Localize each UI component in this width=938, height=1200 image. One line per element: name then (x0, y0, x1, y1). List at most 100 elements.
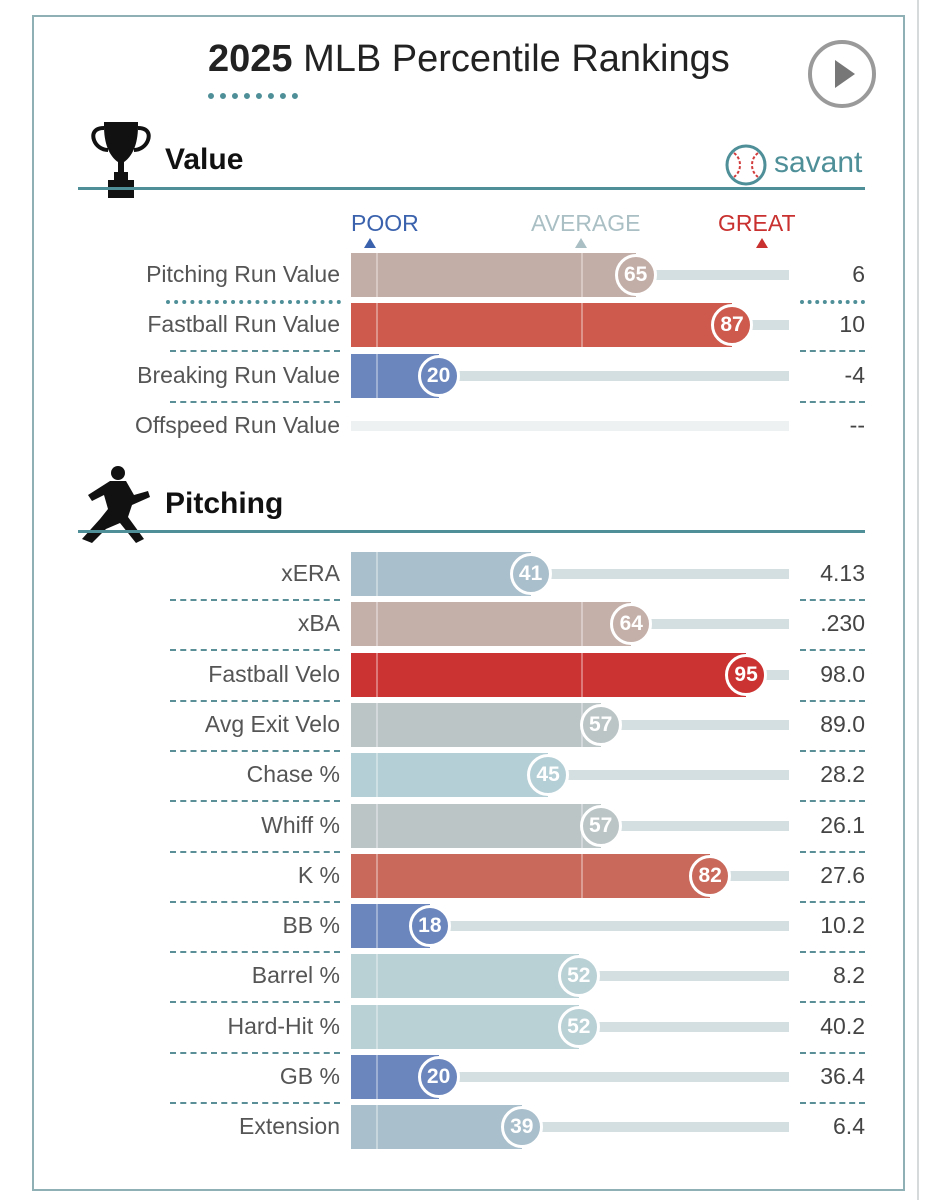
row-separator-right-breaking-run-value (800, 400, 865, 403)
row-guide-xba-1 (581, 602, 583, 647)
scale-great-label: GREAT (718, 210, 796, 236)
row-label-breaking-run-value: Breaking Run Value (137, 361, 340, 388)
play-icon (835, 60, 855, 88)
row-label-fastball-velo: Fastball Velo (208, 660, 340, 687)
row-separator-right-xera (800, 599, 865, 601)
page-title: 2025 MLB Percentile Rankings (208, 38, 730, 81)
row-track-breaking-run-value (438, 370, 789, 381)
row-percentile-xera: 41 (509, 553, 552, 595)
row-value-gb: 36.4 (820, 1063, 865, 1089)
row-percentile-gb: 20 (417, 1056, 460, 1098)
row-bar-barrel (351, 954, 579, 999)
value-section-title: Value (165, 143, 244, 176)
row-label-gb: GB % (279, 1063, 340, 1089)
row-label-pitching-run-value: Pitching Run Value (146, 261, 340, 287)
row-guide-whiff-0 (376, 803, 378, 848)
row-track-xba (631, 619, 789, 630)
row-percentile-xba: 64 (610, 603, 653, 646)
row-value-k: 27.6 (820, 861, 865, 888)
scale-markers (364, 238, 768, 248)
row-track-fastball-velo (746, 669, 789, 680)
pitcher-icon (82, 466, 150, 543)
row-separator-right-gb (800, 1102, 865, 1104)
row-bar-extension (351, 1105, 522, 1150)
row-track-xera (530, 569, 789, 579)
row-track-extension (521, 1122, 789, 1133)
row-track-k (710, 870, 789, 881)
row-guide-avg-exit-velo-0 (376, 702, 378, 747)
row-percentile-pitching-run-value: 65 (614, 254, 657, 296)
row-guide-fastball-velo-1 (581, 652, 583, 697)
row-guide-xba-0 (376, 602, 378, 647)
row-label-offspeed-run-value: Offspeed Run Value (134, 411, 340, 438)
row-value-extension: 6.4 (833, 1113, 865, 1140)
row-track-whiff (600, 820, 789, 831)
row-value-breaking-run-value: -4 (844, 361, 865, 388)
row-bar-chase (351, 753, 549, 798)
row-guide-pitching-run-value-1 (581, 253, 583, 297)
trophy-icon (91, 122, 151, 198)
row-separator-right-barrel (800, 1001, 865, 1004)
row-separator-right-fastball-velo (800, 699, 865, 702)
row-guide-extension-0 (376, 1105, 378, 1150)
row-separator-right-pitching-run-value (800, 300, 865, 304)
row-track-pitching-run-value (635, 270, 789, 280)
value-section-rule (78, 187, 865, 190)
row-guide-bb-0 (376, 904, 378, 949)
screen-edge-line (917, 0, 919, 1200)
scale-poor-label: POOR (351, 210, 419, 236)
row-percentile-fastball-run-value: 87 (711, 304, 754, 347)
row-label-whiff: Whiff % (261, 811, 340, 838)
row-separator-right-whiff (800, 850, 865, 853)
row-separator-left-k (170, 900, 340, 903)
row-label-xba: xBA (297, 610, 340, 637)
row-label-avg-exit-velo: Avg Exit Velo (204, 710, 340, 737)
row-bar-xba (351, 602, 632, 647)
row-separator-right-bb (800, 951, 865, 954)
row-separator-left-fastball-velo (170, 699, 340, 702)
row-value-fastball-run-value: 10 (839, 311, 865, 338)
row-separator-left-pitching-run-value (166, 300, 341, 304)
row-percentile-barrel: 52 (557, 955, 600, 998)
row-track-chase (548, 770, 789, 781)
row-percentile-extension: 39 (500, 1106, 543, 1149)
row-label-hard-hit: Hard-Hit % (227, 1012, 340, 1039)
row-percentile-whiff: 57 (579, 804, 622, 847)
row-guide-fastball-velo-0 (376, 652, 378, 697)
title-text: MLB Percentile Rankings (303, 38, 730, 80)
row-separator-left-whiff (170, 850, 340, 853)
row-track-avg-exit-velo (600, 719, 789, 730)
pitching-section-rule (78, 530, 865, 533)
row-value-chase: 28.2 (820, 761, 865, 788)
row-bar-avg-exit-velo (351, 702, 601, 747)
row-value-xera: 4.13 (820, 560, 865, 586)
row-separator-right-chase (800, 800, 865, 803)
row-separator-left-bb (170, 951, 340, 954)
row-guide-gb-0 (376, 1055, 378, 1099)
poor-marker (364, 238, 376, 248)
row-bar-k (351, 853, 711, 898)
play-button[interactable] (808, 40, 876, 108)
row-guide-chase-0 (376, 753, 378, 798)
pitching-section-title: Pitching (165, 487, 284, 520)
row-guide-k-1 (581, 853, 583, 898)
row-separator-left-xera (170, 599, 340, 601)
row-value-bb: 10.2 (820, 912, 865, 939)
row-value-hard-hit: 40.2 (820, 1012, 865, 1039)
row-label-chase: Chase % (246, 761, 340, 788)
row-label-xera: xERA (281, 560, 340, 586)
row-separator-left-avg-exit-velo (170, 749, 340, 752)
row-value-pitching-run-value: 6 (852, 261, 865, 287)
row-label-barrel: Barrel % (251, 962, 340, 989)
row-percentile-breaking-run-value: 20 (417, 354, 460, 397)
row-separator-left-gb (170, 1102, 340, 1104)
row-track-offspeed-run-value (351, 420, 789, 431)
row-separator-left-chase (170, 800, 340, 803)
row-bar-pitching-run-value (351, 253, 636, 297)
row-label-bb: BB % (282, 912, 340, 939)
row-guide-fastball-run-value-1 (581, 303, 583, 348)
row-separator-right-avg-exit-velo (800, 749, 865, 752)
great-marker (756, 238, 768, 248)
row-track-gb (438, 1072, 789, 1082)
savant-brand: savant (774, 146, 863, 179)
